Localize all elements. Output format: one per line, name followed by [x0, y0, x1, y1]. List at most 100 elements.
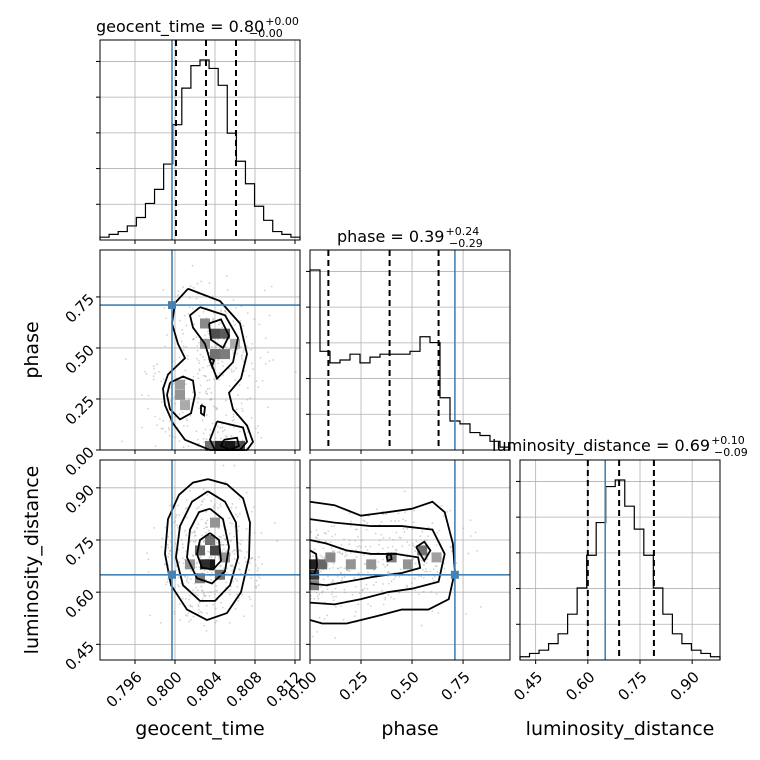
sample-point — [392, 598, 395, 600]
sample-point — [241, 439, 244, 442]
sample-point — [153, 526, 156, 529]
sample-point — [145, 372, 148, 375]
sample-point — [330, 593, 333, 596]
sample-point — [198, 362, 201, 365]
sample-point — [402, 527, 405, 530]
sample-point — [198, 601, 201, 604]
sample-point — [375, 508, 378, 511]
sample-point — [322, 578, 325, 581]
sample-point — [450, 550, 453, 552]
sample-point — [201, 571, 204, 574]
sample-point — [446, 510, 448, 513]
sample-point — [402, 518, 404, 521]
sample-point — [469, 535, 472, 537]
sample-point — [231, 349, 234, 352]
sample-point — [225, 312, 228, 315]
sample-point — [149, 614, 152, 617]
sample-point — [213, 505, 215, 508]
sample-point — [349, 525, 352, 528]
sample-point — [325, 540, 327, 543]
sample-point — [248, 595, 251, 598]
contour-7 — [200, 404, 206, 417]
sample-point — [231, 569, 233, 572]
sample-point — [394, 575, 397, 578]
sample-point — [313, 597, 316, 600]
sample-point — [236, 515, 239, 518]
sample-point — [176, 584, 179, 586]
sample-point — [217, 362, 219, 365]
sample-point — [198, 566, 201, 569]
sample-point — [216, 407, 219, 410]
sample-point — [189, 618, 192, 621]
density-cell — [205, 440, 215, 451]
sample-point — [217, 506, 220, 509]
sample-point — [243, 556, 246, 559]
sample-point — [347, 569, 350, 572]
sample-point — [202, 591, 205, 594]
sample-point — [358, 545, 361, 547]
sample-point — [184, 369, 187, 372]
sample-point — [312, 555, 314, 557]
sample-point — [240, 402, 243, 405]
sample-point — [251, 556, 254, 559]
sample-point — [212, 318, 214, 321]
sample-point — [195, 430, 198, 433]
sample-point — [195, 562, 198, 565]
sample-point — [450, 545, 453, 548]
sample-point — [186, 425, 189, 428]
sample-point — [465, 613, 468, 615]
sample-point — [384, 598, 387, 601]
sample-point — [205, 510, 208, 513]
sample-point — [206, 526, 209, 529]
sample-point — [414, 562, 417, 565]
density-cell — [200, 318, 210, 329]
contour-2 — [166, 375, 196, 421]
sample-point — [196, 594, 199, 596]
sample-point — [238, 498, 241, 500]
sample-point — [200, 589, 203, 592]
sample-point — [255, 380, 258, 383]
sample-point — [160, 546, 163, 548]
sample-point — [218, 372, 221, 374]
sample-point — [230, 434, 233, 437]
sample-point — [174, 416, 176, 418]
sample-point — [163, 306, 166, 309]
sample-point — [228, 517, 231, 519]
density-cell — [230, 338, 240, 349]
sample-point — [232, 565, 235, 568]
sample-point — [343, 588, 346, 591]
sample-point — [333, 525, 336, 528]
sample-point — [152, 378, 155, 381]
sample-point — [360, 546, 363, 548]
sample-point — [348, 570, 351, 573]
sample-point — [231, 550, 234, 553]
sample-point — [192, 307, 194, 310]
sample-point — [332, 562, 335, 565]
sample-point — [237, 525, 240, 528]
sample-point — [420, 575, 423, 578]
sample-point — [341, 552, 344, 555]
sample-point — [162, 427, 165, 430]
density-cell — [431, 552, 442, 563]
sample-point — [206, 612, 208, 615]
sample-point — [388, 536, 391, 539]
sample-point — [233, 369, 236, 372]
sample-point — [232, 416, 235, 418]
sample-point — [252, 368, 254, 371]
sample-point — [412, 544, 414, 547]
sample-point — [222, 567, 225, 570]
sample-point — [250, 510, 253, 513]
sample-point — [182, 349, 185, 352]
sample-point — [232, 320, 235, 323]
sample-point — [234, 577, 237, 580]
sample-point — [197, 377, 200, 380]
sample-point — [184, 529, 186, 532]
sample-point — [193, 531, 196, 534]
sample-point — [315, 536, 317, 539]
sample-point — [177, 294, 180, 297]
density-cell — [417, 545, 428, 556]
sample-point — [258, 323, 261, 326]
panel-luminosity_distance-vs-geocent_time: 0.7960.8000.8040.8080.8120.450.600.750.9… — [62, 459, 306, 711]
contour-3 — [196, 532, 222, 571]
